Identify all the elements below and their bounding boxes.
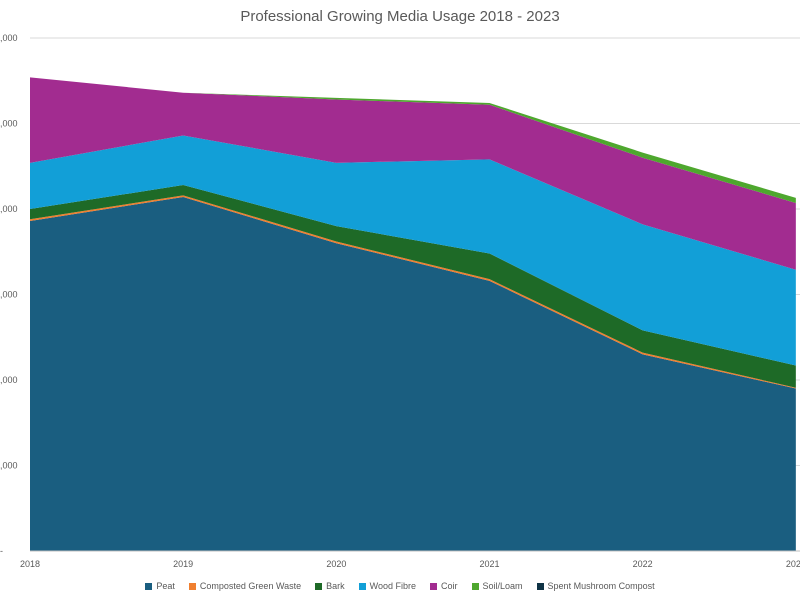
x-tick-label: 2023: [786, 559, 800, 569]
legend-item: Wood Fibre: [358, 581, 416, 591]
y-tick-label: ,000: [0, 290, 18, 300]
y-tick-label: ,000: [0, 375, 18, 385]
legend-label: Wood Fibre: [369, 581, 416, 591]
chart-title: Professional Growing Media Usage 2018 - …: [240, 8, 560, 25]
legend-swatch: [471, 582, 479, 590]
y-tick-label: ,000: [0, 33, 18, 43]
legend-swatch: [358, 582, 366, 590]
legend-item: Peat: [145, 581, 175, 591]
x-tick-label: 2022: [633, 559, 653, 569]
legend-item: Composted Green Waste: [188, 581, 302, 591]
area-series-bark: [30, 185, 796, 388]
legend-label: Composted Green Waste: [199, 581, 302, 591]
legend-swatch: [430, 582, 437, 590]
legend-swatch: [315, 582, 323, 590]
legend-item: Spent Mushroom Compost: [536, 581, 655, 591]
legend-label: Peat: [156, 581, 175, 591]
area-series-coir: [30, 77, 796, 270]
legend-label: Spent Mushroom Compost: [547, 581, 655, 591]
y-tick-label: ,000: [0, 204, 18, 214]
area-series-peat: [30, 197, 796, 551]
y-tick-label: -: [0, 546, 3, 556]
x-tick-label: 2020: [326, 559, 346, 569]
legend-swatch: [188, 582, 196, 590]
legend-label: Coir: [441, 581, 458, 591]
x-tick-label: 2019: [173, 559, 193, 569]
y-tick-label: ,000: [0, 461, 18, 471]
x-tick-label: 2021: [479, 559, 499, 569]
legend-item: Bark: [315, 581, 345, 591]
legend-label: Bark: [326, 581, 345, 591]
chart-legend: Peat Composted Green Waste Bark Wood Fibre C…: [0, 578, 800, 594]
legend-swatch: [536, 582, 544, 590]
x-tick-label: 2018: [20, 559, 40, 569]
legend-item: Coir: [430, 581, 458, 591]
y-tick-label: ,000: [0, 119, 18, 129]
legend-label: Soil/Loam: [482, 581, 523, 591]
area-series-wood-fibre: [30, 135, 796, 366]
legend-swatch: [145, 582, 153, 590]
legend-item: Soil/Loam: [471, 581, 523, 591]
